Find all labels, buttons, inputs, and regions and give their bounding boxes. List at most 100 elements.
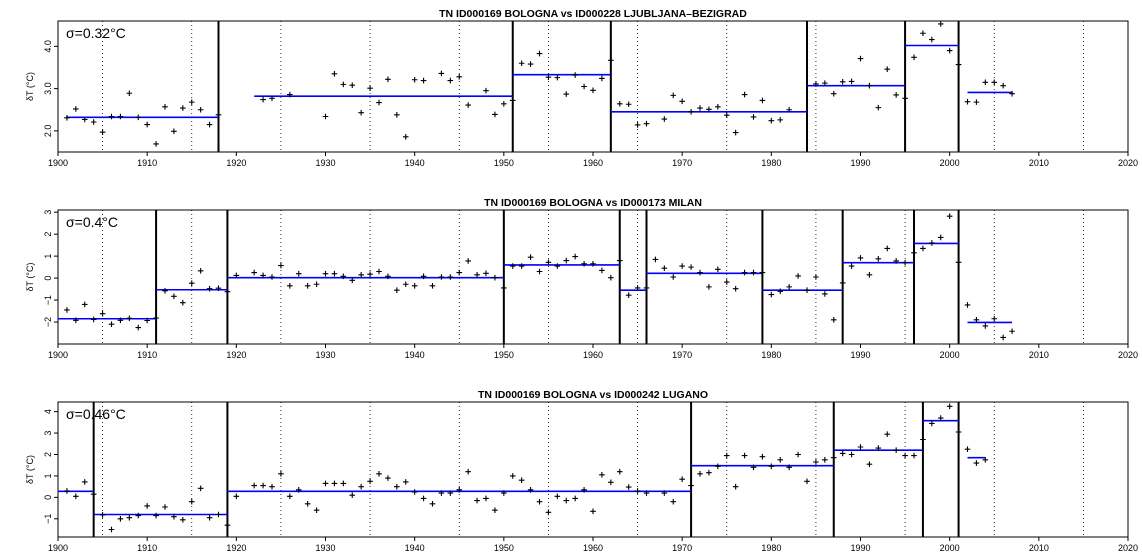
- data-point: [501, 101, 507, 107]
- data-point: [206, 121, 213, 128]
- data-point: [608, 479, 614, 486]
- data-point: [483, 495, 489, 502]
- data-point: [287, 282, 293, 289]
- data-point: [447, 274, 454, 280]
- data-point: [197, 268, 204, 274]
- data-point: [670, 92, 677, 99]
- data-point: [483, 87, 489, 94]
- data-point: [81, 301, 88, 308]
- data-point: [295, 487, 302, 493]
- data-point: [768, 291, 775, 298]
- data-point: [269, 483, 275, 490]
- data-point: [260, 272, 266, 279]
- data-point: [411, 76, 418, 83]
- data-point: [759, 269, 766, 276]
- data-point: [857, 255, 864, 261]
- data-point: [590, 87, 596, 94]
- data-point: [706, 469, 712, 476]
- data-point: [581, 83, 587, 90]
- x-tick-label: 1980: [761, 543, 781, 553]
- x-tick-label: 1940: [405, 158, 425, 168]
- data-point: [616, 257, 623, 264]
- data-point: [608, 57, 614, 64]
- data-point: [893, 258, 899, 264]
- data-point: [144, 503, 150, 509]
- x-tick-label: 1910: [137, 543, 157, 553]
- data-point: [429, 282, 436, 289]
- data-point: [911, 452, 917, 459]
- data-point: [144, 317, 150, 324]
- data-point: [135, 114, 142, 121]
- x-tick-label: 1930: [315, 543, 335, 553]
- data-point: [402, 281, 409, 288]
- data-point: [394, 112, 400, 118]
- data-point: [625, 484, 632, 490]
- data-point: [572, 253, 578, 260]
- data-point: [688, 264, 694, 270]
- data-point: [581, 261, 587, 267]
- data-point: [679, 476, 685, 482]
- panel-lugano: TN ID000169 BOLOGNA vs ID000242 LUGANO 19…: [25, 389, 1138, 553]
- data-point: [117, 515, 124, 522]
- data-point: [839, 280, 846, 286]
- data-point: [866, 272, 873, 278]
- data-point: [929, 36, 935, 43]
- data-point: [81, 116, 88, 123]
- y-tick-label: 2: [43, 452, 53, 457]
- data-point: [99, 512, 106, 518]
- data-point: [875, 104, 882, 111]
- data-point: [206, 285, 213, 292]
- x-tick-label: 1940: [405, 350, 425, 360]
- data-point: [982, 79, 989, 86]
- data-point: [599, 267, 605, 274]
- panel-ljubljana: TN ID000169 BOLOGNA vs ID000228 LJUBLJAN…: [25, 8, 1138, 168]
- data-point: [349, 82, 356, 89]
- data-point: [171, 513, 177, 520]
- data-point: [447, 490, 454, 496]
- data-point: [1000, 334, 1006, 341]
- data-point: [108, 321, 115, 328]
- data-point: [385, 76, 391, 83]
- data-point: [518, 60, 525, 67]
- data-point: [197, 106, 204, 113]
- data-point: [554, 263, 561, 269]
- data-point: [715, 103, 721, 110]
- data-point: [153, 512, 159, 519]
- x-tick-label: 1950: [494, 350, 514, 360]
- data-point: [527, 254, 534, 261]
- data-point: [786, 464, 792, 471]
- data-point: [331, 480, 338, 487]
- data-point: [625, 101, 632, 108]
- data-point: [536, 268, 543, 275]
- data-point: [920, 30, 926, 37]
- chart-title: TN ID000169 BOLOGNA vs ID000173 MILAN: [484, 197, 702, 209]
- data-point: [902, 95, 908, 102]
- data-point: [679, 98, 685, 105]
- data-point: [572, 72, 578, 78]
- x-tick-label: 1940: [405, 543, 425, 553]
- data-point: [670, 498, 677, 505]
- y-tick-label: 3: [43, 210, 53, 215]
- data-point: [697, 105, 703, 111]
- data-point: [839, 79, 846, 85]
- sigma-label: σ=0.32°C: [66, 25, 126, 41]
- x-tick-label: 1930: [315, 158, 335, 168]
- data-point: [706, 284, 712, 290]
- data-point: [108, 113, 115, 120]
- data-point: [982, 457, 989, 463]
- data-point: [652, 256, 659, 263]
- data-point: [608, 274, 614, 281]
- x-tick-label: 1970: [672, 158, 692, 168]
- data-point: [492, 507, 498, 514]
- data-point: [376, 99, 382, 106]
- data-point: [732, 285, 739, 292]
- data-point: [474, 497, 480, 504]
- data-point: [946, 403, 953, 410]
- data-point: [64, 488, 70, 494]
- data-point: [634, 122, 641, 128]
- data-point: [946, 213, 953, 219]
- data-point: [688, 109, 694, 115]
- data-point: [518, 263, 525, 269]
- data-point: [367, 271, 373, 277]
